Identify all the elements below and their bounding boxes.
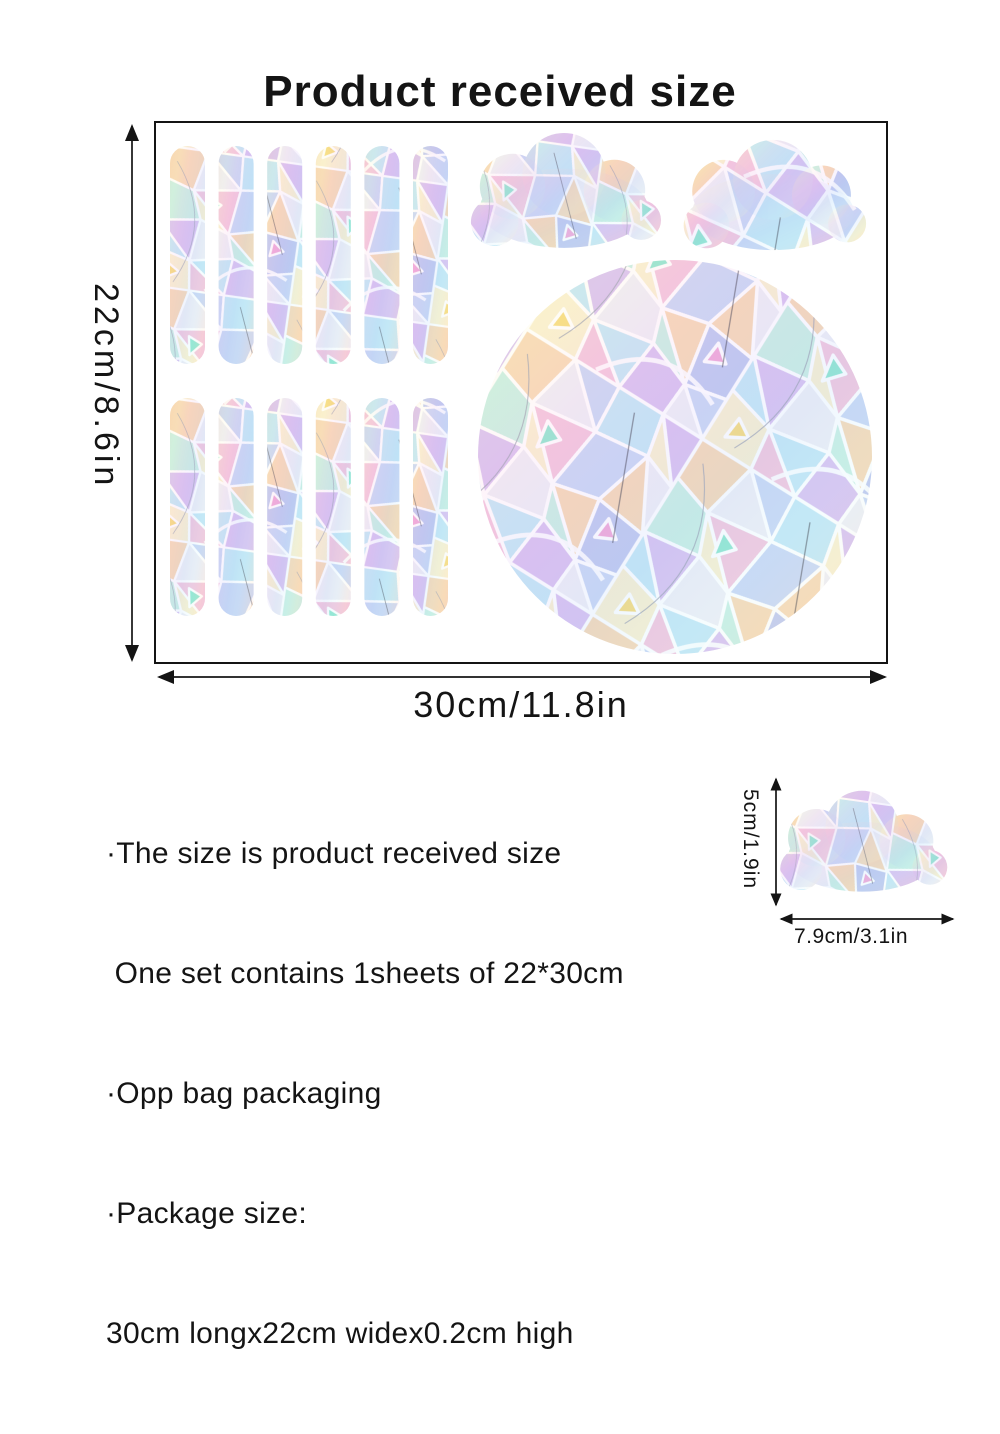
page-title: Product received size bbox=[263, 67, 737, 117]
note-line-2: One set contains 1sheets of 22*30cm bbox=[106, 957, 624, 990]
detail-cloud-height-label: 5cm/1.9in bbox=[739, 789, 762, 890]
detail-cloud-width-label: 7.9cm/3.1in bbox=[793, 925, 909, 948]
detail-cloud-sticker bbox=[780, 790, 948, 892]
sheet-height-label: 22cm/8.6in bbox=[87, 283, 125, 490]
note-line-1: ·The size is product received size bbox=[106, 837, 562, 870]
note-line-3: ·Opp bag packaging bbox=[106, 1077, 382, 1110]
product-size-diagram: Product received size bbox=[87, 67, 955, 1350]
diagram-canvas bbox=[125, 121, 955, 925]
packaging-notes: ·The size is product received size One s… bbox=[106, 754, 624, 1434]
circle-sticker bbox=[478, 260, 872, 654]
sheet-width-label: 30cm/11.8in bbox=[413, 684, 629, 725]
note-line-4: ·Package size: bbox=[106, 1197, 307, 1230]
note-line-5: 30cm longx22cm widex0.2cm high bbox=[106, 1317, 574, 1350]
